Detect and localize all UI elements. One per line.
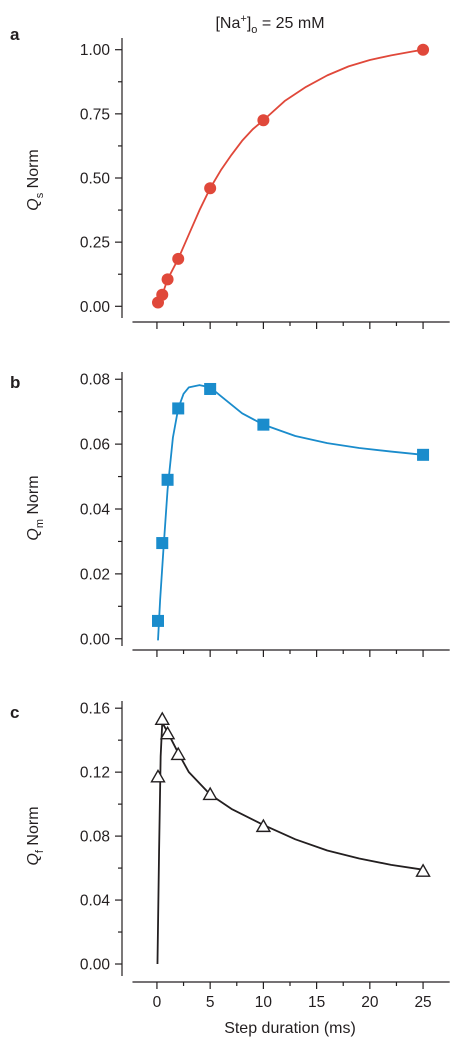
panel-letter-b: b — [10, 373, 20, 392]
data-point-c — [150, 769, 166, 783]
y-tick-label-c: 0.04 — [80, 893, 111, 910]
panel-a-ylabel: Qs Norm — [25, 149, 46, 211]
panel-a-ylabel-main: Q — [25, 198, 42, 210]
panel-c-fit — [156, 721, 424, 965]
x-tick-label: 15 — [308, 994, 325, 1011]
header-close: ] — [247, 15, 251, 32]
data-point-c — [170, 746, 186, 761]
header-sub: o — [251, 24, 257, 36]
data-point-b — [152, 614, 164, 627]
data-point-a — [161, 273, 174, 286]
panel-a: a Qs Norm 0.00 0.25 0.50 0.75 1.00 — [10, 25, 450, 329]
y-tick-label-a: 0.00 — [80, 299, 111, 316]
x-tick-label: 10 — [255, 994, 273, 1011]
header-sup: + — [240, 13, 246, 25]
data-point-c — [159, 725, 176, 740]
data-point-b — [257, 418, 270, 431]
panel-c-ylabel-sub: f — [34, 849, 46, 853]
y-tick-label-b: 0.02 — [80, 566, 110, 583]
panel-c-markers — [150, 711, 431, 877]
panel-a-y-axis: 0.00 0.25 0.50 0.75 1.00 — [80, 38, 123, 318]
panel-b-x-axis — [132, 649, 450, 657]
condition-header: [Na+]o = 25 mM — [215, 13, 324, 36]
y-tick-label-c: 0.12 — [80, 765, 110, 782]
y-tick-label-a: 0.25 — [80, 235, 110, 252]
panel-letter-a: a — [10, 25, 20, 44]
panel-a-ylabel-rest: Norm — [25, 149, 42, 193]
panel-b-fit — [157, 384, 424, 641]
data-point-b — [172, 402, 185, 415]
header-tail: = 25 mM — [257, 15, 324, 32]
data-point-c — [415, 863, 431, 877]
panel-c-x-axis: 0 5 10 15 20 25 — [132, 981, 450, 1011]
data-point-b — [417, 448, 430, 461]
data-point-c — [202, 786, 218, 801]
y-tick-label-c: 0.08 — [80, 829, 110, 846]
x-tick-label: 25 — [414, 994, 431, 1011]
y-tick-label-b: 0.04 — [80, 502, 111, 519]
x-axis-title: Step duration (ms) — [224, 1020, 356, 1037]
data-point-a — [156, 288, 169, 301]
panel-c-ylabel-rest: Norm — [25, 806, 42, 850]
x-tick-label: 5 — [206, 994, 215, 1011]
panel-a-markers — [152, 43, 430, 309]
data-point-b — [161, 473, 174, 486]
x-tick-label: 0 — [153, 994, 162, 1011]
panel-b-y-axis: 0.00 0.02 0.04 0.06 0.08 — [80, 372, 123, 648]
panel-a-fit — [157, 48, 424, 303]
y-tick-label-a: 0.50 — [80, 171, 111, 188]
fit-curve-c — [156, 721, 424, 965]
panel-b-ylabel-sub: m — [34, 519, 46, 528]
data-point-b — [156, 537, 169, 550]
data-point-b — [204, 382, 217, 395]
y-tick-label-a: 0.75 — [80, 106, 110, 123]
panel-b-ylabel-main: Q — [25, 528, 42, 540]
y-tick-label-c: 0.16 — [80, 701, 110, 718]
y-tick-label-c: 0.00 — [80, 957, 111, 974]
panel-letter-c: c — [10, 703, 19, 722]
data-point-c — [255, 818, 272, 833]
y-tick-label-b: 0.08 — [80, 372, 110, 389]
panel-a-x-axis — [132, 321, 450, 329]
panel-c-ylabel-main: Q — [25, 853, 42, 865]
y-tick-label-a: 1.00 — [80, 42, 111, 59]
header-base: [Na — [215, 15, 240, 32]
data-point-c — [154, 711, 170, 725]
panel-c-ylabel: Qf Norm — [25, 806, 46, 865]
data-point-a — [204, 182, 217, 195]
panel-b-ylabel-rest: Norm — [25, 475, 42, 519]
fit-curve-b — [157, 384, 424, 641]
panel-b-markers — [152, 382, 430, 627]
panel-a-ylabel-sub: s — [34, 192, 46, 198]
panel-b: b Qm Norm 0.00 0.02 0.04 0.06 0.08 — [10, 372, 450, 657]
data-point-a — [257, 114, 270, 127]
panel-c-y-axis: 0.00 0.04 0.08 0.12 0.16 — [80, 701, 123, 976]
x-tick-label: 20 — [361, 994, 379, 1011]
fit-curve-a — [157, 48, 424, 303]
panel-c: c Qf Norm 0.00 0.04 0.08 0.12 0.16 0 5 10 15 20 2… — [10, 701, 450, 1011]
data-point-a — [172, 252, 185, 265]
y-tick-label-b: 0.06 — [80, 437, 110, 454]
panel-b-ylabel: Qm Norm — [25, 475, 46, 540]
y-tick-label-b: 0.00 — [80, 631, 111, 648]
data-point-a — [417, 43, 430, 56]
